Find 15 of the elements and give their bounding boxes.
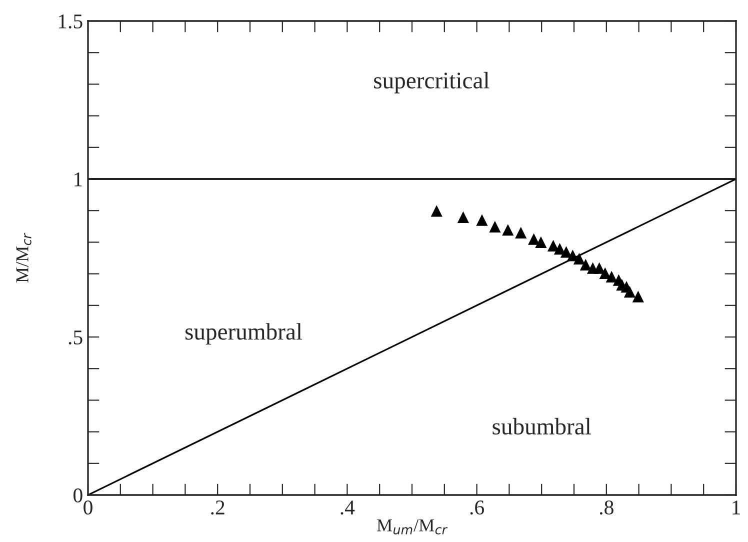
- x-tick-label: .4: [340, 500, 355, 515]
- y-tick-label: 1: [74, 172, 82, 186]
- annotation: superumbral: [185, 323, 302, 345]
- annotation: subumbral: [492, 418, 591, 435]
- x-tick-label: .2: [211, 500, 224, 515]
- x-tick-label: .6: [470, 500, 484, 515]
- y-axis-title: M/M$_{cr}$: [16, 232, 32, 282]
- annotation: supercritical: [374, 72, 490, 94]
- y-tick-label: 0: [74, 488, 82, 502]
- x-tick-label: .8: [600, 500, 614, 515]
- x-tick-label: 0: [84, 500, 92, 515]
- y-tick-label: .5: [68, 330, 82, 345]
- x-tick-label: 1: [732, 500, 740, 514]
- x-axis-title: M$_{um}$/M$_{cr}$: [377, 519, 448, 534]
- y-tick-label: 1.5: [58, 14, 82, 29]
